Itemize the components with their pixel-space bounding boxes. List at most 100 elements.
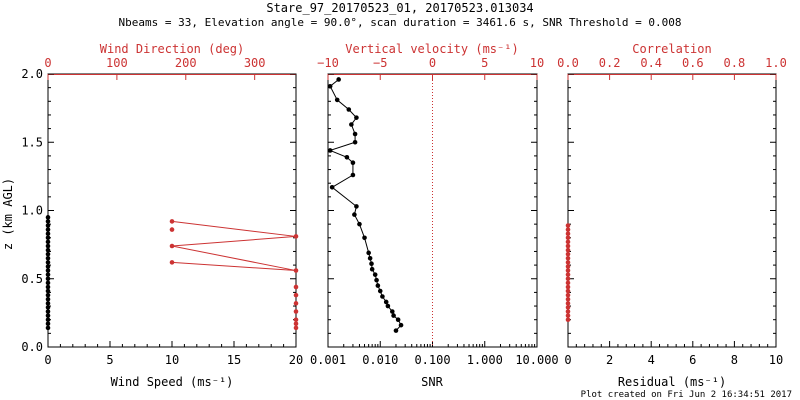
data-point (45, 243, 51, 249)
data-point (565, 288, 571, 294)
top-x-tick-label: 0.4 (640, 56, 662, 70)
top-x-tick-label: 10 (530, 56, 544, 70)
data-point (45, 235, 51, 241)
data-point (169, 260, 175, 265)
data-point (45, 260, 51, 265)
bottom-x-tick-label: 5 (106, 353, 113, 367)
bottom-x-tick-label: 0.001 (310, 353, 346, 367)
bottom-x-tick-label: 0.100 (414, 353, 450, 367)
data-point (293, 234, 299, 239)
bottom-x-tick-label: 6 (689, 353, 696, 367)
data-point (565, 305, 571, 310)
data-point (45, 288, 51, 294)
data-point (377, 288, 383, 294)
data-point (352, 212, 357, 217)
data-point (293, 325, 299, 331)
data-point (366, 250, 371, 256)
top-x-tick-label: −5 (373, 56, 387, 70)
corr-bottom-axis-label: Residual (ms⁻¹) (618, 375, 726, 389)
data-point (336, 77, 341, 82)
data-point (565, 292, 571, 298)
data-point (45, 292, 51, 298)
data-point (350, 172, 356, 178)
data-point (565, 251, 571, 257)
top-x-tick-label: 0.6 (682, 56, 704, 70)
data-point (293, 301, 299, 306)
figure-subtitle: Nbeams = 33, Elevation angle = 90.0°, sc… (119, 16, 682, 29)
data-point (45, 268, 51, 273)
data-point (369, 261, 374, 267)
data-point (45, 264, 51, 269)
bottom-x-tick-label: 0.010 (362, 353, 398, 367)
series-line (328, 79, 402, 331)
series-segment (171, 245, 297, 272)
data-point (329, 184, 335, 190)
data-point (45, 284, 51, 290)
top-x-tick-label: 5 (481, 56, 488, 70)
data-point (346, 107, 352, 112)
bottom-x-tick-label: 10 (769, 353, 783, 367)
data-point (169, 227, 175, 232)
bottom-x-tick-label: 0 (564, 353, 571, 367)
data-point (45, 231, 51, 237)
data-point (45, 309, 51, 314)
data-point (334, 97, 340, 103)
vertical-velocity-panel: Vertical velocity (ms⁻¹) SNR 0.001 0.010 0… (310, 42, 559, 389)
data-point (344, 154, 350, 160)
data-point (45, 272, 51, 277)
data-point (354, 204, 359, 209)
data-point (45, 247, 51, 253)
data-point (45, 219, 51, 224)
bottom-x-tick-label: 1.000 (467, 353, 503, 367)
data-point (393, 328, 399, 333)
data-point (45, 305, 51, 310)
data-point (374, 277, 379, 283)
series-segment (171, 235, 297, 247)
data-point (367, 255, 373, 261)
top-x-tick-label: 200 (175, 56, 197, 70)
corr-panel-top-axis (568, 74, 776, 75)
wind-panel: Wind Direction (deg) Wind Speed (ms⁻¹) z… (1, 42, 303, 389)
data-point (565, 301, 571, 306)
top-x-tick-label: 1.0 (765, 56, 787, 70)
data-point (293, 292, 299, 298)
data-point (45, 313, 51, 318)
data-point (169, 243, 175, 249)
data-point (565, 296, 571, 302)
top-x-tick-label: 100 (106, 56, 128, 70)
data-point (391, 313, 396, 318)
vv-panel-frame (327, 73, 538, 348)
corr-top-axis-label: Correlation (632, 42, 711, 56)
data-point (293, 309, 299, 314)
data-point (565, 313, 571, 318)
data-point (293, 317, 299, 323)
data-point (565, 260, 571, 265)
data-point (45, 251, 51, 257)
data-point (565, 276, 571, 282)
data-point (369, 266, 375, 272)
wind-bottom-axis-label: Wind Speed (ms⁻¹) (111, 375, 234, 389)
data-point (169, 219, 175, 224)
data-point (45, 280, 51, 286)
bottom-x-tick-label: 10 (165, 353, 179, 367)
data-point (565, 255, 571, 261)
vv-top-axis-label: Vertical velocity (ms⁻¹) (345, 42, 518, 56)
data-point (357, 221, 362, 227)
data-point (350, 160, 356, 166)
data-point (45, 255, 51, 261)
y-tick-label: 2.0 (21, 67, 43, 81)
bottom-x-tick-label: 15 (227, 353, 241, 367)
data-point (565, 280, 571, 286)
data-point (565, 235, 571, 241)
data-point (565, 239, 571, 245)
data-point (349, 122, 354, 127)
data-point (565, 309, 571, 314)
data-point (395, 317, 401, 323)
data-point (385, 303, 391, 309)
bottom-x-tick-label: 8 (731, 353, 738, 367)
data-point (45, 276, 51, 282)
top-x-tick-label: 0.2 (599, 56, 621, 70)
data-point (389, 309, 395, 314)
y-tick-label: 1.0 (21, 204, 43, 218)
data-point (45, 301, 51, 306)
